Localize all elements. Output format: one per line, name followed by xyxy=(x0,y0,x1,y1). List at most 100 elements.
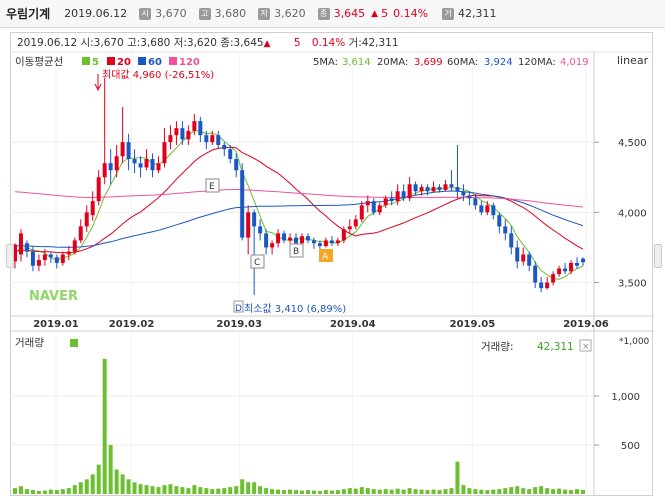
info-high-label: 고: xyxy=(127,37,141,49)
scroll-left-handle[interactable] xyxy=(6,244,14,268)
low-badge: 저 xyxy=(258,7,271,20)
candle-body xyxy=(317,243,322,247)
volume-bar xyxy=(192,485,197,494)
close-price: 3,645 xyxy=(333,7,366,20)
marker-C[interactable] xyxy=(250,254,265,269)
candle-body xyxy=(126,142,131,160)
candle-body xyxy=(383,198,388,206)
candle-body xyxy=(467,195,472,199)
change-arrow-icon: ▲ xyxy=(371,8,379,19)
candle-body xyxy=(60,254,65,263)
candle-body xyxy=(162,142,167,164)
x-tick-label: 2019.04 xyxy=(330,319,376,330)
volume-panel-title: 거래량 xyxy=(15,337,44,349)
quote-summary-bar: 우림기계 2019.06.12 시 3,670 고 3,680 저 3,620 종 3,… xyxy=(0,0,665,28)
candle-body xyxy=(180,128,185,140)
candle-body xyxy=(521,254,526,262)
volume-bar xyxy=(42,490,47,494)
ma5-legend[interactable]: 5 xyxy=(92,57,99,68)
candle-body xyxy=(371,201,376,213)
volume-bar xyxy=(156,487,161,494)
volume-bar xyxy=(365,488,370,494)
volume-bar xyxy=(545,488,550,494)
candle-body xyxy=(54,257,59,263)
candle-body xyxy=(491,205,496,216)
volume-close-button[interactable] xyxy=(579,339,592,352)
volume-bar xyxy=(575,489,580,494)
quote-date: 2019.06.12 xyxy=(64,7,128,20)
ma60-value-label: 60MA: xyxy=(447,57,478,68)
price-tick-label: 4,000 xyxy=(618,208,647,219)
ma120-legend[interactable]: 120 xyxy=(179,57,200,68)
price-tick-label: 4,500 xyxy=(618,138,647,149)
candle-body xyxy=(168,135,173,143)
ma60-legend[interactable]: 60 xyxy=(148,57,162,68)
candle-body xyxy=(341,229,346,241)
volume-bar xyxy=(12,488,17,494)
candle-body xyxy=(264,233,269,248)
stock-name[interactable]: 우림기계 xyxy=(6,7,51,21)
candle-body xyxy=(186,130,191,140)
volume-bar xyxy=(551,489,556,494)
scroll-right-handle[interactable] xyxy=(654,244,662,268)
ma5-swatch xyxy=(82,57,90,65)
volume-bar xyxy=(246,482,251,494)
volume-bar xyxy=(18,486,23,494)
volume-bar xyxy=(138,484,143,494)
scale-mode-label[interactable]: linear xyxy=(617,54,649,67)
change-percent: 0.14% xyxy=(393,7,429,20)
candle-body xyxy=(270,243,275,248)
info-change-pct: 0.14% xyxy=(311,37,346,49)
candle-body xyxy=(581,258,586,263)
volume-bar xyxy=(252,482,257,494)
marker-D[interactable] xyxy=(233,300,244,313)
candle-body xyxy=(443,184,448,190)
volume-bar xyxy=(114,469,119,494)
volume-bar xyxy=(144,485,149,494)
volume-bar xyxy=(533,487,538,494)
volume-bar xyxy=(108,445,113,494)
info-arrow-icon: ▲ xyxy=(263,39,271,49)
open-price: 3,670 xyxy=(155,7,187,20)
volume-bar xyxy=(329,490,334,494)
info-low-label: 저: xyxy=(173,37,187,49)
volume-bar xyxy=(521,488,526,494)
marker-A[interactable] xyxy=(319,249,333,262)
candle-body xyxy=(365,201,370,206)
marker-B[interactable] xyxy=(289,243,304,258)
volume-bar xyxy=(210,489,215,494)
candle-body xyxy=(102,163,107,178)
candle-body xyxy=(288,237,293,241)
volume-bar xyxy=(198,487,203,494)
volume-bar xyxy=(120,474,125,494)
candle-body xyxy=(132,159,137,164)
price-tick-label: 3,500 xyxy=(618,279,647,290)
volume-bar xyxy=(563,489,568,494)
candle-body xyxy=(276,233,281,244)
candle-body xyxy=(575,262,580,266)
volume-bar xyxy=(335,490,340,494)
marker-E[interactable] xyxy=(205,178,220,193)
volume-bar xyxy=(317,491,322,494)
ohlc-info-line: 2019.06.12 시:3,670 고:3,680 저:3,620 종:3,6… xyxy=(17,35,399,50)
ma20-legend[interactable]: 20 xyxy=(117,57,131,68)
volume-bar xyxy=(102,358,107,494)
volume-bar xyxy=(276,489,281,494)
volume-bar xyxy=(168,484,173,494)
candle-body xyxy=(18,233,23,255)
ma120-swatch xyxy=(169,57,177,65)
candle-body xyxy=(509,233,514,248)
volume-bar xyxy=(258,486,263,494)
candle-body xyxy=(455,187,460,192)
volume-bar xyxy=(186,488,191,494)
open-badge: 시 xyxy=(139,7,152,20)
x-tick-label: 2019.03 xyxy=(216,319,262,330)
candle-body xyxy=(90,201,95,216)
candle-body xyxy=(569,262,574,272)
volume-bar xyxy=(539,486,544,494)
volume-bar xyxy=(78,482,83,494)
ma5-line xyxy=(14,130,584,280)
volume-panel-label: 거래량: xyxy=(481,341,514,353)
candle-body xyxy=(545,282,550,289)
